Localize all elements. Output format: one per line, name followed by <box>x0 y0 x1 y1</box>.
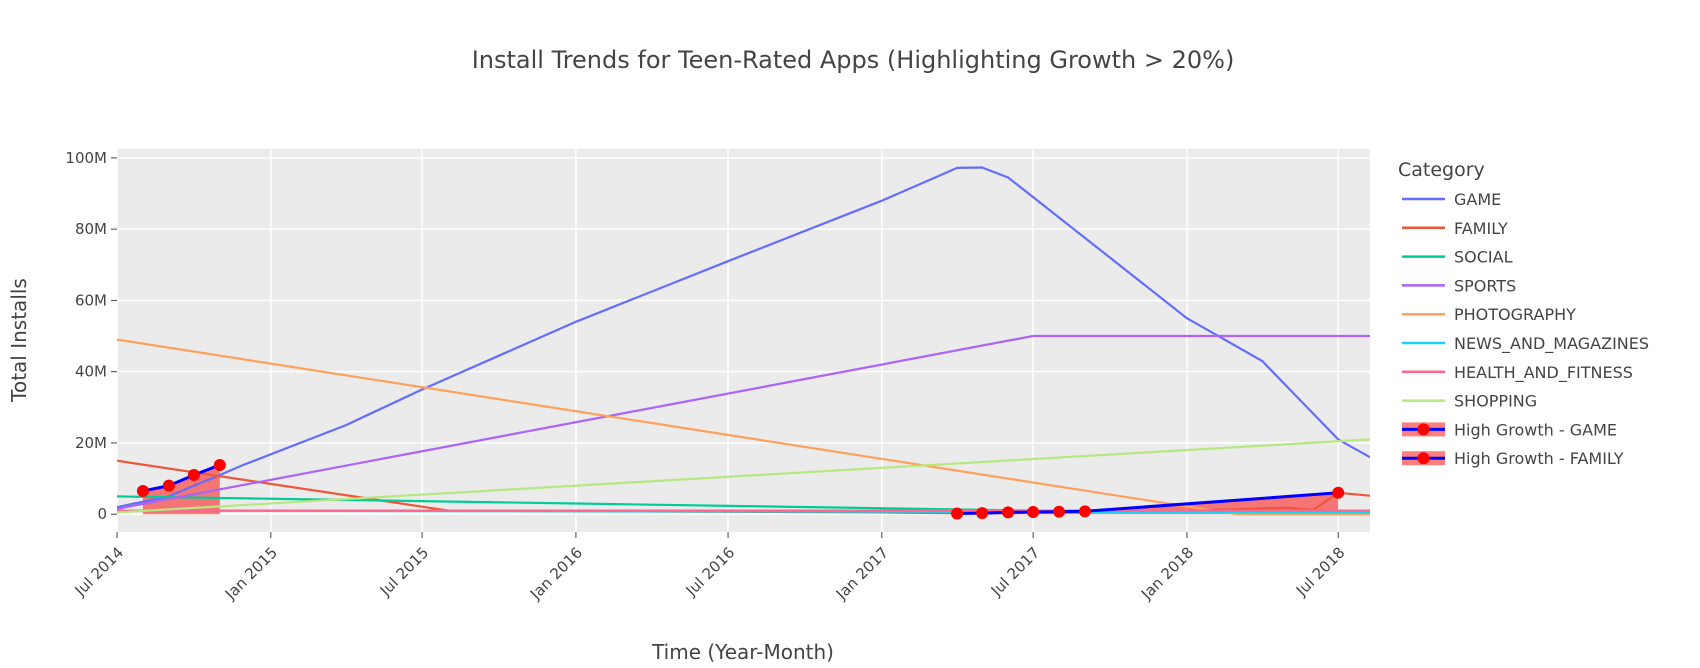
x-tick-label: Jul 2014 <box>71 544 128 601</box>
high-growth-family-marker <box>951 507 964 520</box>
high-growth-game-marker <box>187 468 200 481</box>
high-growth-family-marker <box>1002 506 1015 519</box>
high-growth-family-marker <box>1078 505 1091 518</box>
x-tick-label: Jan 2018 <box>1137 544 1197 604</box>
legend-item-news-and-magazines: NEWS_AND_MAGAZINES <box>1454 334 1649 354</box>
legend-item-high-growth-game: High Growth - GAME <box>1454 420 1617 439</box>
legend-item-photography: PHOTOGRAPHY <box>1454 305 1576 324</box>
series-line-shopping <box>117 438 1370 514</box>
high-growth-game-fill <box>142 465 220 515</box>
x-axis-ticks: Jul 2014 Jan 2015 Jul 2015 Jan 2016 Jul 2016… <box>71 532 1349 604</box>
x-tick-label: Jul 2015 <box>376 544 433 601</box>
x-tick-label: Jul 2018 <box>1292 544 1349 601</box>
legend-item-family: FAMILY <box>1454 219 1508 238</box>
legend-item-health-and-fitness: HEALTH_AND_FITNESS <box>1454 363 1633 383</box>
x-tick-label: Jan 2016 <box>526 544 586 604</box>
x-axis-title: Time (Year-Month) <box>651 640 834 664</box>
high-growth-game-marker <box>213 459 226 472</box>
legend-item-shopping: SHOPPING <box>1454 392 1537 411</box>
high-growth-family-marker <box>976 507 989 520</box>
legend-item-high-growth-family: High Growth - FAMILY <box>1454 449 1624 468</box>
legend-item-social: SOCIAL <box>1454 248 1513 267</box>
x-tick-label: Jul 2016 <box>682 544 739 601</box>
legend-item-sports: SPORTS <box>1454 276 1516 295</box>
high-growth-game-line <box>142 463 221 493</box>
x-tick-label: Jan 2015 <box>221 544 281 604</box>
high-growth-family-marker <box>1053 505 1066 518</box>
y-axis-title: Total Installs <box>7 278 31 403</box>
legend-item-game: GAME <box>1454 190 1501 209</box>
y-tick-label: 60M <box>75 291 107 309</box>
y-tick-label: 0 <box>97 505 107 523</box>
legend: Category GAME FAMILY SOCIAL SPORTS PHOTOGRAP… <box>1398 159 1649 468</box>
high-growth-family-marker <box>1332 486 1345 499</box>
high-growth-family-marker <box>1027 506 1040 519</box>
chart-title: Install Trends for Teen-Rated Apps (High… <box>472 46 1235 74</box>
series-line-photography <box>117 338 1370 516</box>
x-tick-label: Jul 2017 <box>987 544 1044 601</box>
series-line-sports <box>117 334 1370 510</box>
plot-area <box>117 149 1370 532</box>
y-tick-label: 40M <box>75 363 107 381</box>
series-lines <box>117 166 1370 516</box>
y-tick-label: 80M <box>75 220 107 238</box>
y-tick-label: 20M <box>75 434 107 452</box>
x-tick-label: Jan 2017 <box>832 544 892 604</box>
high-growth-game-marker <box>162 479 175 492</box>
high-growth-game-marker <box>136 485 149 498</box>
y-axis-ticks: 0 20M 40M 60M 80M 100M <box>65 149 117 523</box>
legend-title: Category <box>1398 159 1485 181</box>
series-line-game <box>117 166 1370 509</box>
y-tick-label: 100M <box>65 149 107 167</box>
legend-marker-swatch <box>1417 423 1430 436</box>
legend-marker-swatch <box>1417 452 1430 465</box>
highlight-markers <box>136 459 1345 520</box>
